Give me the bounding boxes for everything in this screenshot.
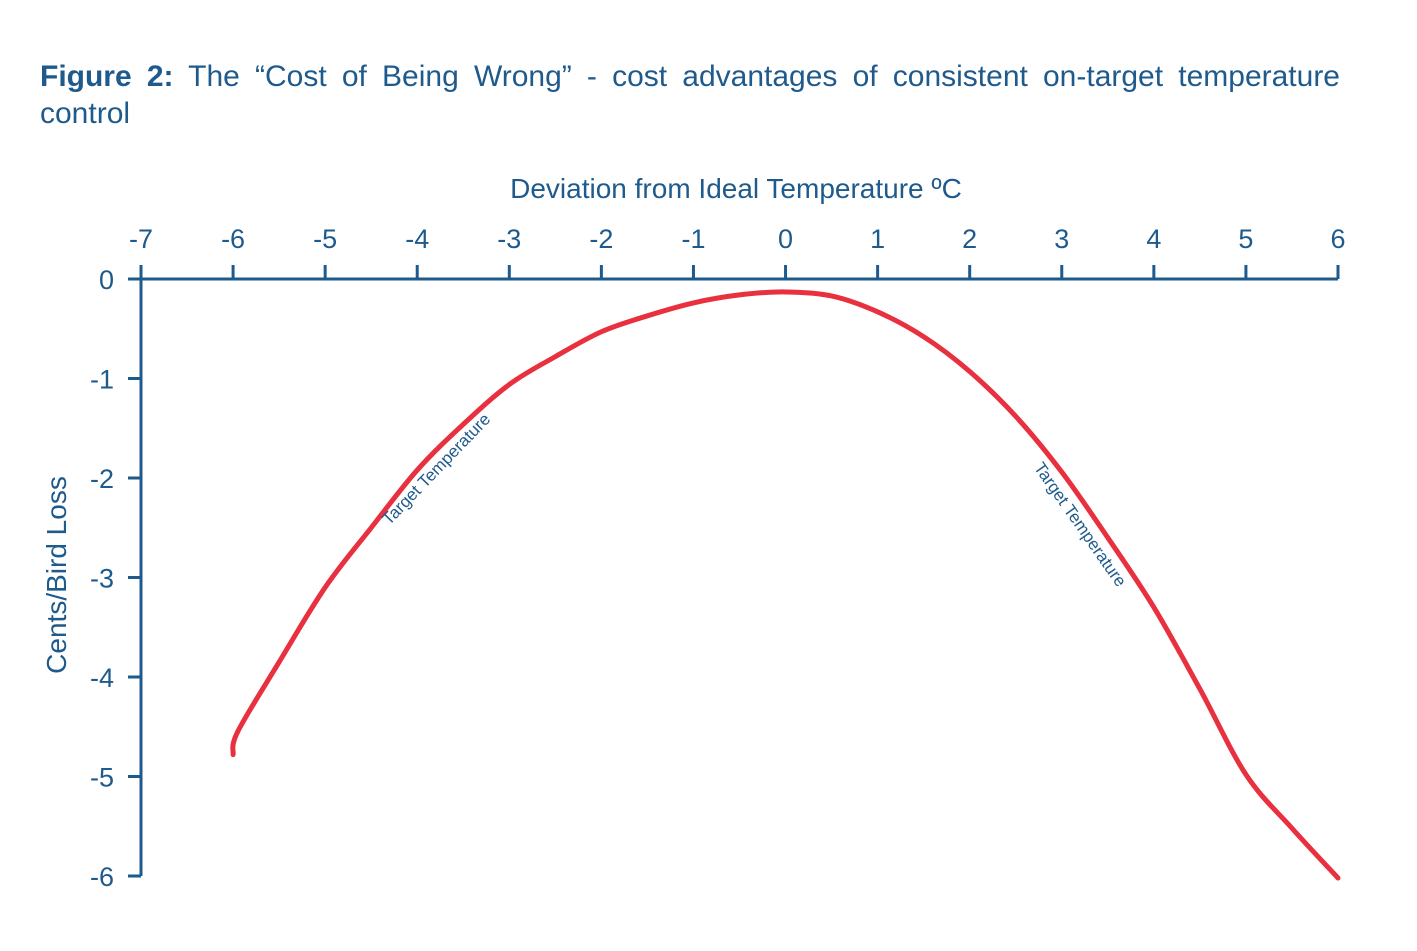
annotation-label: Target Temperature xyxy=(378,410,494,529)
x-tick-label: 5 xyxy=(1238,224,1253,254)
y-tick-label: -4 xyxy=(90,663,114,693)
figure-caption-text: The “Cost of Being Wrong” - cost advanta… xyxy=(40,60,1340,130)
annotation-label: Target Temperature xyxy=(1030,459,1130,590)
x-tick-label: 0 xyxy=(778,224,793,254)
x-tick-label: 4 xyxy=(1146,224,1161,254)
series-line xyxy=(230,289,1341,881)
y-tick-label: -3 xyxy=(90,564,114,594)
axes: -7 -6 -5 -4 -3 -2 -1 0 1 2 3 4 5 6 0 -1 -2 -3 -4 -5 -6 xyxy=(90,224,1346,892)
y-tick-label: -2 xyxy=(90,464,114,494)
x-axis-title: Deviation from Ideal Temperature ºC xyxy=(510,173,962,204)
x-tick-label: 3 xyxy=(1054,224,1069,254)
x-tick-label: -4 xyxy=(405,224,429,254)
y-tick-label: -5 xyxy=(90,763,114,793)
x-tick-label: -2 xyxy=(589,224,613,254)
x-tick-label: -5 xyxy=(313,224,337,254)
y-tick-label: -6 xyxy=(90,862,114,892)
y-tick-label: -1 xyxy=(90,365,114,395)
x-tick-label: -1 xyxy=(681,224,705,254)
x-tick-label: 6 xyxy=(1330,224,1345,254)
y-tick-label: 0 xyxy=(99,265,114,295)
x-tick-label: 1 xyxy=(870,224,885,254)
y-axis-title: Cents/Bird Loss xyxy=(41,476,72,674)
x-tick-label: -3 xyxy=(497,224,521,254)
x-tick-label: -7 xyxy=(129,224,153,254)
x-tick-label: -6 xyxy=(221,224,245,254)
figure-caption: Figure 2: The “Cost of Being Wrong” - co… xyxy=(40,58,1340,132)
x-tick-label: 2 xyxy=(962,224,977,254)
plot-area: Target Temperature Target Temperature xyxy=(230,289,1341,881)
figure-label: Figure 2: xyxy=(40,60,174,93)
